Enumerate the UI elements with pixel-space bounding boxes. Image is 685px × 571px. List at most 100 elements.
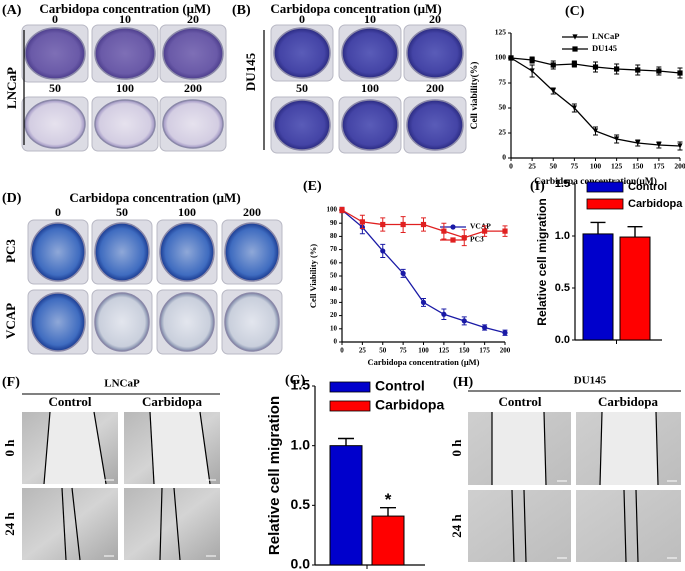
y-tick-label: 0.5	[555, 282, 570, 294]
legend-marker	[450, 224, 456, 230]
y-tick-label: 80	[330, 232, 338, 240]
well	[224, 292, 280, 352]
y-tick-label: 20	[330, 311, 338, 319]
error-bar	[627, 225, 643, 238]
scratch-edge	[173, 487, 181, 561]
well	[224, 222, 280, 282]
concentration-label: 0	[52, 12, 58, 26]
well	[94, 292, 150, 352]
row-label: PC3	[3, 239, 18, 263]
row-label: 24 h	[449, 513, 464, 537]
x-tick-label: 175	[653, 162, 665, 171]
marker	[339, 207, 345, 213]
panel-label: (G)	[285, 373, 306, 388]
scratch-edge	[71, 487, 81, 561]
marker	[550, 62, 556, 68]
marker	[656, 68, 662, 74]
marker	[571, 105, 577, 111]
x-tick-label: 200	[674, 162, 685, 171]
x-tick-label: 25	[528, 162, 536, 171]
legend-label: PC3	[470, 235, 484, 244]
x-tick-label: 150	[632, 162, 644, 171]
photo-layer	[21, 24, 681, 563]
well	[30, 292, 86, 352]
marker	[592, 64, 599, 70]
panel-title: DU145	[574, 375, 607, 387]
panel-label: (H)	[453, 375, 474, 390]
concentration-label: 50	[296, 81, 308, 95]
error-bar	[590, 221, 606, 234]
well	[406, 27, 464, 79]
x-tick-label: 75	[400, 347, 408, 355]
x-tick-label: 100	[590, 162, 602, 171]
panel-label: (I)	[530, 179, 545, 194]
marker	[529, 57, 535, 63]
concentration-label: 20	[429, 12, 441, 26]
well	[273, 27, 331, 79]
y-tick-label: 0	[334, 338, 338, 346]
row-label: LNCaP	[4, 67, 19, 109]
scratch-edge	[511, 489, 515, 563]
well	[406, 99, 464, 151]
panel-label: (D)	[2, 191, 22, 206]
marker	[508, 55, 514, 61]
panel-label: (B)	[232, 3, 251, 18]
x-tick-label: 50	[379, 347, 387, 355]
scratch-edge	[543, 411, 547, 486]
concentration-label: 100	[178, 205, 196, 219]
marker	[461, 235, 467, 241]
well	[159, 292, 215, 352]
y-tick-label: 100	[495, 53, 507, 62]
concentration-label: 50	[116, 205, 128, 219]
well	[341, 99, 399, 151]
x-tick-label: 50	[550, 162, 558, 171]
concentration-label: 100	[116, 81, 134, 95]
scratch-edge	[655, 411, 659, 486]
scratch-edge	[159, 487, 163, 561]
y-tick-label: 50	[499, 103, 507, 112]
scratch-edge	[61, 487, 67, 561]
y-tick-label: 50	[330, 272, 338, 280]
well	[94, 222, 150, 282]
y-tick-label: 125	[495, 28, 507, 37]
legend-swatch	[329, 400, 371, 412]
marker	[677, 143, 683, 149]
microscopy-image	[22, 488, 118, 560]
scratch-edge	[43, 411, 51, 485]
panel-label: (A)	[2, 3, 22, 18]
panel-title: LNCaP	[104, 378, 140, 390]
well	[162, 27, 224, 80]
concentration-label: 0	[299, 12, 305, 26]
legend-label: Control	[375, 378, 425, 394]
row-label: 0 h	[2, 439, 17, 457]
y-tick-label: 90	[330, 219, 338, 227]
legend-label: DU145	[592, 43, 617, 53]
scratch-edge	[199, 411, 211, 485]
well	[24, 27, 86, 80]
concentration-label: 10	[364, 12, 376, 26]
column-label: Carbidopa	[598, 394, 658, 409]
legend-label: LNCaP	[592, 31, 619, 41]
concentration-label: 100	[361, 81, 379, 95]
microscopy-image	[468, 490, 571, 562]
bar	[619, 236, 651, 341]
marker	[677, 70, 683, 76]
scratch-edge	[623, 489, 627, 563]
significance: *	[385, 490, 392, 509]
x-tick-label: 100	[418, 347, 429, 355]
bar	[329, 445, 363, 566]
y-tick-label: 0.0	[291, 556, 311, 571]
y-tick-label: 0	[502, 153, 506, 162]
scratch-gap	[44, 412, 106, 484]
x-tick-label: 125	[439, 347, 450, 355]
row-label: VCAP	[3, 303, 18, 339]
legend-marker	[572, 46, 578, 52]
y-tick-label: 60	[330, 258, 338, 266]
well	[30, 222, 86, 282]
panel-title: Carbidopa concentration (μM)	[39, 1, 210, 16]
y-tick-label: 1.5	[291, 377, 311, 393]
marker	[635, 67, 641, 73]
panel-label: (E)	[303, 179, 322, 194]
y-tick-label: 25	[499, 128, 507, 137]
x-tick-label: 0	[509, 162, 513, 171]
